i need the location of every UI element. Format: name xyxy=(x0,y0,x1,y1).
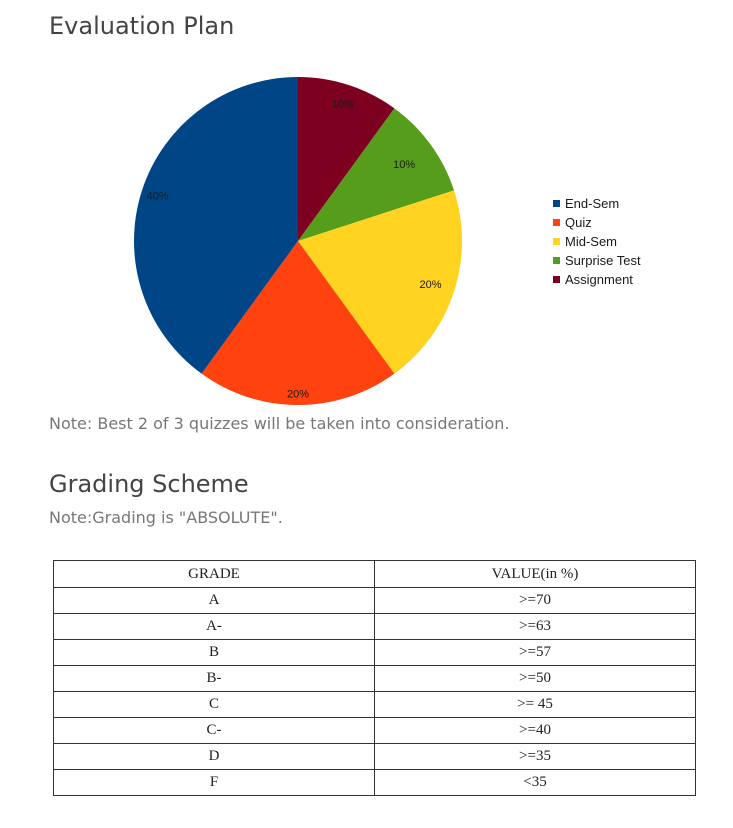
value-cell: >=63 xyxy=(374,613,696,640)
pie-slice-mid-sem xyxy=(298,190,462,374)
pie-slice-labels: 10% 10% 20% 20% 40% xyxy=(147,99,442,401)
table-row: B- >=50 xyxy=(53,665,696,692)
table-header-row: GRADE VALUE(in %) xyxy=(53,560,696,588)
slice-label: 10% xyxy=(332,99,354,111)
value-cell: >=70 xyxy=(374,587,696,614)
value-cell: >= 45 xyxy=(374,691,696,718)
grade-cell: C- xyxy=(53,717,375,744)
slice-label: 20% xyxy=(287,389,309,401)
slice-label: 40% xyxy=(147,190,169,202)
legend-label: Mid-Sem xyxy=(565,234,617,249)
quiz-note: Note: Best 2 of 3 quizzes will be taken … xyxy=(49,414,510,433)
grade-cell: D xyxy=(53,743,375,770)
pie-slice-assignment xyxy=(298,77,395,241)
grade-cell: A- xyxy=(53,613,375,640)
table-row: A >=70 xyxy=(53,587,696,614)
legend-label: Assignment xyxy=(565,272,633,287)
value-cell: >=50 xyxy=(374,665,696,692)
table-row: D >=35 xyxy=(53,743,696,770)
pie-slice-surprise-test xyxy=(298,108,454,241)
grade-cell: F xyxy=(53,769,375,796)
table-row: B >=57 xyxy=(53,639,696,666)
legend-label: End-Sem xyxy=(565,196,619,211)
legend-swatch xyxy=(553,257,560,264)
grading-table: GRADE VALUE(in %) A >=70 A- >=63 B >=57 B- >=50… xyxy=(53,560,696,796)
grade-column-header: GRADE xyxy=(53,560,375,588)
value-cell: >=40 xyxy=(374,717,696,744)
table-row: C >= 45 xyxy=(53,691,696,718)
pie-slices xyxy=(134,77,462,405)
legend-swatch xyxy=(553,200,560,207)
evaluation-plan-title: Evaluation Plan xyxy=(49,12,235,40)
value-cell: <35 xyxy=(374,769,696,796)
value-cell: >=35 xyxy=(374,743,696,770)
legend-swatch xyxy=(553,219,560,226)
value-column-header: VALUE(in %) xyxy=(374,560,696,588)
legend-label: Quiz xyxy=(565,215,592,230)
value-cell: >=57 xyxy=(374,639,696,666)
chart-legend: End-Sem Quiz Mid-Sem Surprise Test Assignmen… xyxy=(553,196,641,287)
legend-swatch xyxy=(553,238,560,245)
pie-slice-end-sem xyxy=(134,77,298,374)
grading-note: Note:Grading is "ABSOLUTE". xyxy=(49,508,283,527)
table-row: C- >=40 xyxy=(53,717,696,744)
table-row: A- >=63 xyxy=(53,613,696,640)
grade-cell: C xyxy=(53,691,375,718)
slice-label: 10% xyxy=(393,159,415,171)
slice-label: 20% xyxy=(420,279,442,291)
grade-cell: A xyxy=(53,587,375,614)
grading-scheme-title: Grading Scheme xyxy=(49,470,249,498)
legend-swatch xyxy=(553,276,560,283)
grade-cell: B- xyxy=(53,665,375,692)
grade-cell: B xyxy=(53,639,375,666)
pie-slice-quiz xyxy=(201,241,395,405)
table-row: F <35 xyxy=(53,769,696,796)
pie-chart: 10% 10% 20% 20% 40% End-Sem Quiz Mid-Sem Surpri… xyxy=(134,77,641,405)
legend-label: Surprise Test xyxy=(565,253,641,268)
